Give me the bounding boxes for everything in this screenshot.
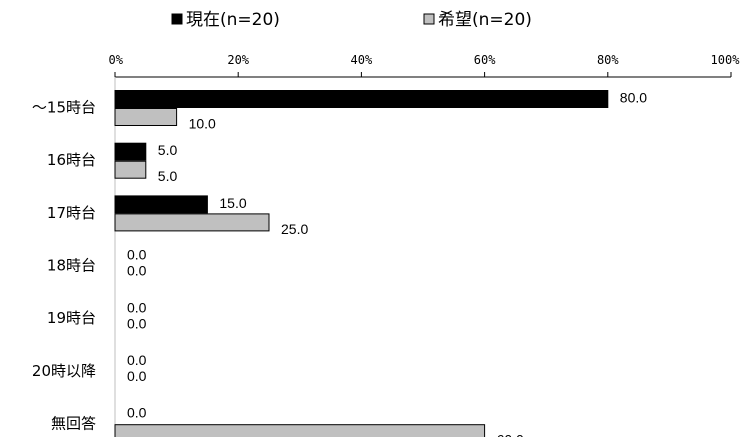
category-label: 17時台 — [47, 204, 96, 222]
category-label: 16時台 — [47, 151, 96, 169]
data-label-desired: 0.0 — [127, 368, 147, 384]
bar-current — [114, 142, 147, 161]
data-label-current: 0.0 — [127, 299, 147, 315]
data-label-current: 0.0 — [127, 247, 147, 263]
data-label-current: 80.0 — [620, 90, 647, 106]
category-label: 18時台 — [47, 256, 96, 274]
bar-desired — [114, 424, 486, 442]
legend-swatch-1 — [171, 13, 183, 25]
bar-desired — [114, 160, 147, 179]
data-label-desired: 25.0 — [281, 221, 308, 237]
data-label-desired: 60.0 — [497, 432, 524, 437]
data-label-desired: 0.0 — [127, 263, 147, 279]
data-label-current: 5.0 — [158, 142, 178, 158]
data-label-desired: 0.0 — [127, 315, 147, 331]
x-tick-label: 80% — [597, 53, 619, 67]
x-tick-label: 40% — [351, 53, 373, 67]
x-tick-label: 0% — [109, 53, 124, 67]
data-label-desired: 5.0 — [158, 168, 178, 184]
bars — [114, 90, 609, 442]
x-axis: 0% 20% 40% 60% 80% 100% — [109, 53, 741, 437]
category-label: 〜15時台 — [32, 98, 96, 116]
category-label: 19時台 — [47, 309, 96, 327]
bar-current — [114, 195, 208, 214]
bar-current — [114, 90, 609, 108]
legend-label-2: 希望(n=20) — [438, 10, 532, 30]
bar-desired — [114, 213, 270, 232]
x-tick-label: 100% — [711, 53, 741, 67]
data-labels: 80.010.05.05.015.025.00.00.00.00.00.00.0… — [127, 90, 647, 442]
data-label-current: 0.0 — [127, 352, 147, 368]
x-tick-label: 20% — [227, 53, 249, 67]
bar-desired — [114, 108, 178, 126]
data-label-desired: 10.0 — [189, 116, 216, 132]
data-label-current: 15.0 — [219, 195, 246, 211]
data-label-current: 0.0 — [127, 405, 147, 421]
legend-label-1: 現在(n=20) — [186, 10, 280, 30]
x-tick-label: 60% — [474, 53, 496, 67]
category-label: 無回答 — [51, 415, 96, 433]
category-label: 20時以降 — [32, 362, 96, 380]
legend-swatch-2 — [423, 13, 435, 25]
legend: 現在(n=20) 希望(n=20) — [171, 10, 532, 30]
